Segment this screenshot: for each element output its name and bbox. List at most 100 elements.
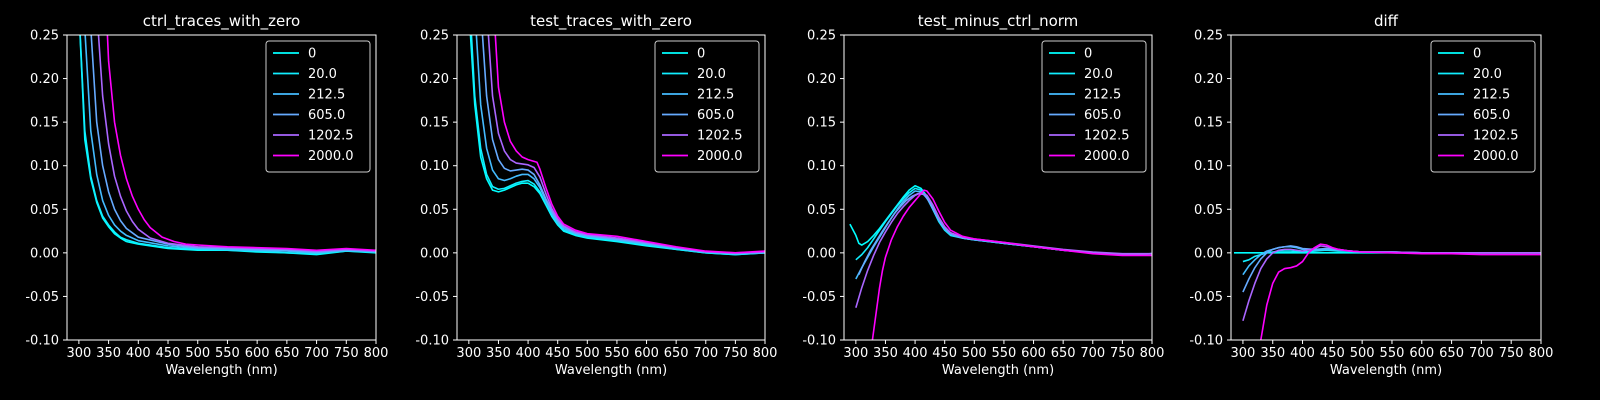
y-tick-label: 0.15 (1194, 116, 1223, 131)
chart-panel-3: 300 350 400 450 500 550 600 650 700 750 800 -0.10 -0… (1189, 12, 1553, 378)
chart-panel-0: 300 350 400 450 500 550 600 650 700 750 800 -0.10 -0… (25, 12, 388, 378)
chart-title: test_traces_with_zero (530, 12, 692, 31)
x-tick-label: 700 (1469, 346, 1494, 361)
plot-frame (843, 34, 1153, 341)
x-tick-label: 350 (96, 346, 121, 361)
legend: 0 20.0 212.5 605.0 1202.5 2000.0 (654, 40, 760, 173)
series-line-1 (470, 35, 765, 256)
series-line-4 (1242, 245, 1541, 322)
legend-entry-label: 605.0 (1084, 108, 1121, 123)
y-tick-label: 0.25 (30, 29, 59, 44)
y-tick-label: 0.20 (807, 72, 836, 87)
y-tick-label: 0.25 (420, 29, 449, 44)
y-tick-label: 0.05 (807, 203, 836, 218)
legend-entry-label: 605.0 (1473, 108, 1510, 123)
y-tick-label: -0.10 (1189, 334, 1223, 349)
x-tick-label: 750 (1499, 346, 1524, 361)
legend-entry-label: 0 (308, 47, 316, 62)
series-line-5 (1260, 243, 1541, 340)
y-tick-label: 0.10 (30, 159, 59, 174)
x-tick-label: 350 (1260, 346, 1285, 361)
legend-entry-label: 1202.5 (1084, 129, 1130, 144)
x-tick-label: 500 (185, 346, 210, 361)
x-tick-label: 550 (1380, 346, 1405, 361)
x-tick-label: 750 (723, 346, 748, 361)
series-line-0 (849, 184, 1152, 256)
y-tick-label: 0.15 (30, 116, 59, 131)
y-tick-label: 0.10 (1194, 159, 1223, 174)
series-line-1 (79, 35, 376, 255)
x-tick-label: 400 (516, 346, 541, 361)
legend-entry-label: 20.0 (1084, 67, 1113, 82)
series-line-5 (871, 189, 1152, 340)
legend: 0 20.0 212.5 605.0 1202.5 2000.0 (265, 40, 371, 173)
legend-entry-label: 212.5 (308, 88, 345, 103)
x-tick-label: 300 (456, 346, 481, 361)
legend-entry-label: 20.0 (308, 67, 337, 82)
y-tick-label: 0.15 (420, 116, 449, 131)
y-tick-label: 0.25 (1194, 29, 1223, 44)
plot-frame (456, 34, 766, 341)
legend-entry-label: 20.0 (697, 67, 726, 82)
series-line-4 (855, 191, 1152, 308)
x-tick-label: 500 (575, 346, 600, 361)
x-tick-label: 550 (992, 346, 1017, 361)
series-line-5 (106, 35, 376, 252)
chart-title: diff (1374, 12, 1399, 30)
x-tick-label: 450 (156, 346, 181, 361)
x-axis-label: Wavelength (nm) (165, 363, 277, 378)
legend-entry-label: 2000.0 (1473, 149, 1519, 164)
x-tick-label: 750 (1110, 346, 1135, 361)
x-tick-label: 800 (1140, 346, 1165, 361)
x-tick-label: 450 (932, 346, 957, 361)
series-line-5 (494, 35, 765, 254)
y-tick-label: 0.00 (1194, 246, 1223, 261)
legend-entry-label: 0 (697, 47, 705, 62)
y-tick-label: 0.20 (1194, 72, 1223, 87)
chart-title: test_minus_ctrl_norm (918, 12, 1079, 31)
y-tick-label: 0.20 (420, 72, 449, 87)
x-tick-label: 500 (1350, 346, 1375, 361)
legend-entry-label: 2000.0 (697, 149, 743, 164)
legend-entry-label: 0 (1084, 47, 1092, 62)
x-tick-label: 700 (304, 346, 329, 361)
x-tick-label: 400 (903, 346, 928, 361)
x-tick-label: 600 (634, 346, 659, 361)
legend-entry-label: 1202.5 (308, 129, 354, 144)
x-tick-label: 550 (605, 346, 630, 361)
y-tick-label: 0.25 (807, 29, 836, 44)
chart-panel-2: 300 350 400 450 500 550 600 650 700 750 800 -0.10 -0… (802, 12, 1164, 378)
legend-entry-label: 212.5 (1084, 88, 1121, 103)
x-tick-label: 650 (1439, 346, 1464, 361)
x-tick-label: 650 (274, 346, 299, 361)
x-tick-label: 400 (126, 346, 151, 361)
y-tick-label: 0.05 (420, 203, 449, 218)
x-tick-label: 450 (1320, 346, 1345, 361)
series-line-1 (855, 187, 1152, 261)
y-tick-label: -0.05 (1189, 290, 1223, 305)
series-line-2 (475, 35, 765, 255)
plot-frame (66, 34, 377, 341)
legend-entry-label: 20.0 (1473, 67, 1502, 82)
y-tick-label: -0.05 (802, 290, 836, 305)
x-tick-label: 600 (1409, 346, 1434, 361)
y-tick-label: -0.05 (25, 290, 59, 305)
x-tick-label: 700 (693, 346, 718, 361)
x-tick-label: 650 (1051, 346, 1076, 361)
x-tick-label: 350 (486, 346, 511, 361)
legend: 0 20.0 212.5 605.0 1202.5 2000.0 (1430, 40, 1536, 173)
y-tick-label: 0.20 (30, 72, 59, 87)
x-tick-label: 700 (1080, 346, 1105, 361)
x-tick-label: 600 (245, 346, 270, 361)
plot-frame (1230, 34, 1542, 341)
series-line-3 (90, 35, 376, 253)
series-line-4 (487, 35, 765, 254)
x-tick-label: 300 (66, 346, 91, 361)
x-tick-label: 800 (1529, 346, 1554, 361)
y-tick-label: 0.00 (420, 246, 449, 261)
x-tick-label: 600 (1021, 346, 1046, 361)
y-tick-label: 0.00 (807, 246, 836, 261)
legend-entry-label: 2000.0 (308, 149, 354, 164)
y-tick-label: 0.00 (30, 246, 59, 261)
